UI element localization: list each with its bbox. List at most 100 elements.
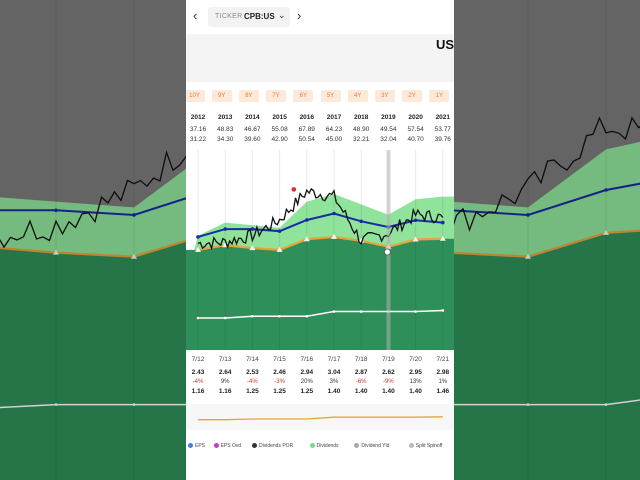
price-line (0, 150, 186, 249)
dividend-value: 1.25 (246, 388, 259, 395)
high-price: 55.08 (271, 126, 288, 133)
dividend-point (54, 403, 58, 406)
hover-point (383, 248, 391, 256)
peak-marker (291, 187, 297, 192)
toolbar: ‹ TICKER CPB:US ⌄ › (186, 0, 454, 34)
range-chip-9y[interactable]: 9Y (211, 90, 232, 102)
right-backdrop-chart (454, 0, 640, 480)
low-price: 45.00 (325, 136, 343, 143)
dividend-point (251, 314, 254, 318)
eps-value: 2.43 (191, 369, 205, 376)
ticker-value: CPB:US (244, 12, 275, 21)
next-ticker-button[interactable]: › (297, 8, 302, 23)
dividend-line (0, 403, 186, 409)
header-band (186, 34, 454, 82)
dividend-point (278, 314, 281, 318)
ticker-selector[interactable]: TICKER CPB:US ⌄ (208, 7, 290, 27)
high-price: 67.89 (298, 126, 315, 133)
eps-value: 2.87 (354, 369, 368, 376)
dividend-value: 1.16 (218, 388, 232, 395)
pe-point (196, 235, 200, 239)
currency-label: USD (436, 37, 454, 52)
legend-item[interactable]: Dividends (309, 443, 339, 449)
low-price: 32.21 (353, 136, 370, 143)
fiscal-date: 7/12 (191, 356, 205, 363)
eps-marker (439, 235, 446, 241)
dividend-value: 1.40 (382, 388, 395, 395)
legend-item[interactable]: Dividend Yld (354, 443, 389, 449)
legend-item[interactable]: EPS (188, 443, 205, 449)
range-chip-5y[interactable]: 5Y (320, 90, 341, 102)
dividend-point (305, 314, 309, 318)
dividend-point (132, 403, 136, 406)
legend-item[interactable]: EPS Ovd (213, 443, 241, 449)
range-chip-4y[interactable]: 4Y (347, 90, 368, 102)
range-chip-7y[interactable]: 7Y (266, 90, 287, 102)
fiscal-date: 7/15 (273, 356, 286, 363)
low-price: 39.60 (244, 136, 261, 143)
dividend-line (198, 309, 443, 319)
high-price: 49.54 (380, 126, 397, 133)
eps-marker (412, 236, 419, 242)
year-label: 2021 (435, 114, 451, 121)
year-label: 2018 (353, 114, 369, 121)
eps-line (197, 235, 443, 252)
fiscal-date: 7/21 (436, 356, 450, 363)
range-chip-2y[interactable]: 2Y (402, 90, 423, 102)
legend-swatch (188, 443, 193, 448)
chevron-down-icon: ⌄ (278, 10, 286, 20)
year-label: 2019 (381, 114, 396, 121)
low-price: 34.30 (217, 136, 234, 143)
fiscal-date: 7/17 (327, 356, 341, 363)
range-chip-8y[interactable]: 8Y (238, 90, 259, 102)
low-price: 39.76 (434, 136, 451, 143)
dividend-value: 1.25 (300, 388, 314, 395)
dividend-value: 1.40 (409, 388, 422, 395)
legend-item[interactable]: Dividends POR (252, 443, 293, 449)
legend-label: Dividend Yld (361, 443, 390, 449)
year-label: 2015 (272, 114, 287, 121)
eps-change: -9% (383, 379, 394, 385)
fiscal-date: 7/18 (354, 356, 368, 363)
pe-point (132, 213, 136, 217)
fiscal-date: 7/14 (246, 356, 259, 363)
normal-pe-line (197, 212, 443, 238)
eps-change: 9% (220, 379, 230, 385)
dividend-point (332, 310, 336, 313)
eps-marker (603, 229, 609, 235)
eps-marker (131, 253, 137, 259)
legend-item[interactable]: Split Spinoff (408, 443, 442, 449)
mini-dividend-line (198, 416, 443, 421)
legend-label: Dividends (316, 443, 339, 449)
previous-ticker-button[interactable]: ‹ (193, 8, 198, 23)
left-veil (0, 0, 186, 480)
dividend-point (223, 316, 227, 320)
range-chip-1y[interactable]: 1Y (429, 90, 450, 102)
pe-point (332, 211, 336, 216)
pe-point (54, 208, 58, 213)
left-backdrop-chart (0, 0, 186, 480)
low-price: 31.22 (189, 136, 207, 143)
eps-value: 2.53 (246, 369, 259, 376)
high-price: 48.90 (353, 126, 370, 133)
eps-value: 2.64 (218, 369, 232, 376)
eps-value: 2.94 (300, 369, 314, 376)
range-chip-6y[interactable]: 6Y (293, 90, 314, 102)
eps-change: -3% (274, 379, 285, 385)
eps-change: 20% (300, 379, 313, 385)
pe-point (277, 229, 282, 233)
eps-change: -4% (192, 379, 204, 385)
pe-point (250, 227, 255, 231)
eps-area (454, 230, 640, 480)
dividend-value: 1.40 (327, 388, 341, 395)
range-chip-3y[interactable]: 3Y (374, 90, 395, 102)
fiscal-date: 7/16 (300, 356, 314, 363)
eps-marker (303, 236, 310, 242)
legend-swatch (408, 443, 414, 448)
pe-point (604, 188, 608, 192)
high-price: 64.23 (325, 126, 343, 133)
pe-point (441, 220, 445, 225)
dividend-point (441, 309, 445, 312)
range-chip-10y[interactable]: 10Y (186, 90, 205, 102)
eps-value: 2.98 (436, 369, 450, 376)
